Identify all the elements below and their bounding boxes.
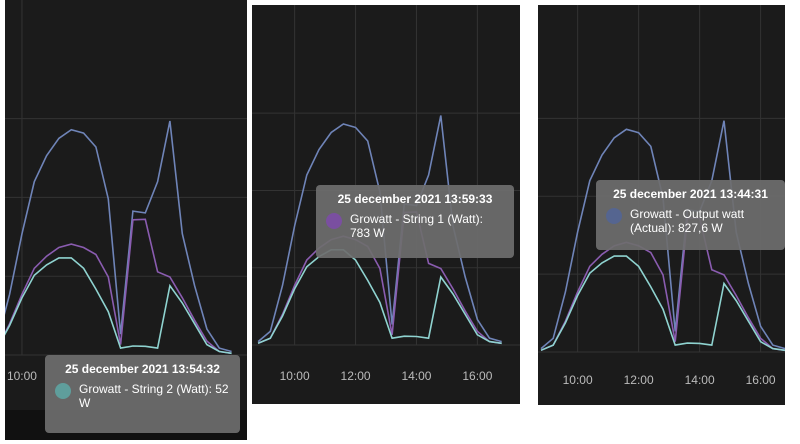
tooltip-row: Growatt - Output watt (Actual): 827,6 W bbox=[606, 207, 775, 235]
series-line bbox=[5, 120, 232, 353]
tooltip: 25 december 2021 13:59:33 Growatt - Strin… bbox=[316, 185, 514, 258]
x-tick-label: 12:00 bbox=[341, 369, 371, 383]
tooltip-swatch bbox=[55, 383, 71, 399]
panel-background bbox=[5, 0, 247, 410]
tooltip-title: 25 december 2021 13:59:33 bbox=[337, 192, 493, 206]
x-tick-label: 14:00 bbox=[685, 373, 715, 387]
x-tick-label: 12:00 bbox=[624, 373, 654, 387]
x-tick-label: 16:00 bbox=[746, 373, 776, 387]
series-line bbox=[257, 211, 502, 345]
tooltip-title: 25 december 2021 13:44:31 bbox=[613, 187, 768, 201]
tooltip-text: Growatt - String 2 (Watt): 52 W bbox=[79, 382, 229, 410]
x-tick-label: 10:00 bbox=[563, 373, 593, 387]
series-line bbox=[5, 218, 232, 355]
x-tick-label: 16:00 bbox=[462, 369, 492, 383]
plot: 10:00 12:00 14:00 16:00 bbox=[538, 5, 785, 387]
tooltip-swatch bbox=[326, 213, 342, 229]
x-tick-label: 10:00 bbox=[7, 369, 37, 383]
series-line bbox=[5, 257, 232, 355]
tooltip-swatch bbox=[606, 208, 622, 224]
tooltip-text: Growatt - Output watt (Actual): 827,6 W bbox=[630, 207, 745, 235]
tooltip-row: Growatt - String 2 (Watt): 52 W bbox=[55, 382, 230, 410]
tooltip-text: Growatt - String 1 (Watt): 783 W bbox=[350, 212, 483, 240]
series-line bbox=[540, 216, 785, 352]
plot: 10:00 bbox=[5, 0, 247, 383]
tooltip: 25 december 2021 13:54:32 Growatt - Strin… bbox=[45, 355, 240, 433]
tooltip-row: Growatt - String 1 (Watt): 783 W bbox=[326, 212, 504, 240]
tooltip: 25 december 2021 13:44:31 Growatt - Outpu… bbox=[596, 180, 785, 250]
x-tick-label: 14:00 bbox=[401, 369, 431, 383]
series-line bbox=[540, 255, 785, 352]
plot: 10:00 12:00 14:00 16:00 bbox=[252, 5, 520, 383]
x-tick-label: 10:00 bbox=[280, 369, 310, 383]
tooltip-title: 25 december 2021 13:54:32 bbox=[65, 362, 220, 376]
series-line bbox=[257, 249, 502, 345]
